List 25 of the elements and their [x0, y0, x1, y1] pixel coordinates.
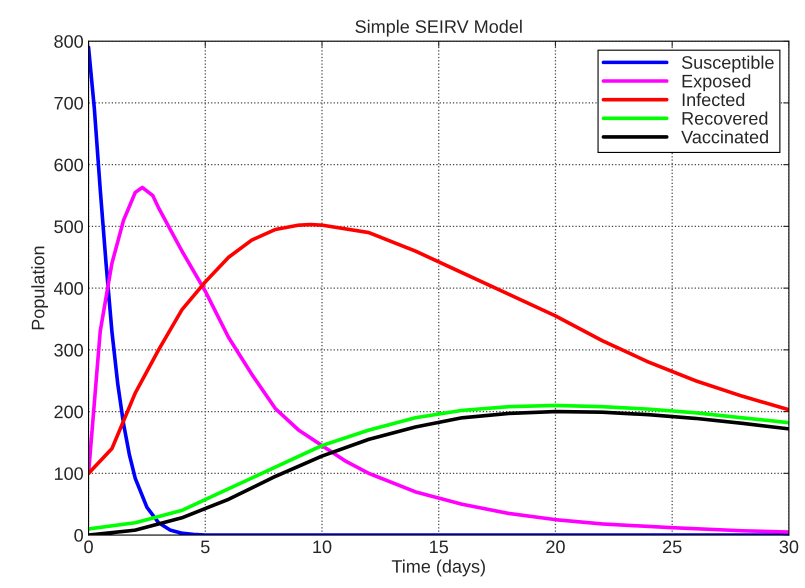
y-tick-label: 200 — [54, 406, 83, 418]
y-tick-label: 100 — [54, 467, 83, 480]
x-tick-label: 0 — [84, 540, 93, 554]
y-tick-label: 400 — [54, 282, 83, 295]
legend-label: Infected — [682, 92, 744, 106]
x-tick-label: 5 — [200, 540, 210, 554]
y-tick-label: 500 — [54, 220, 83, 234]
line-series — [88, 222, 789, 476]
x-axis-title: Time (days) — [392, 560, 485, 576]
legend-label: Exposed — [682, 74, 750, 92]
y-tick-label: 700 — [54, 96, 83, 110]
x-tick-label: 30 — [780, 540, 798, 554]
y-tick-label: 600 — [54, 158, 83, 172]
x-tick-label: 20 — [546, 540, 565, 554]
x-tick-label: 15 — [430, 540, 448, 554]
y-axis-title: Population — [31, 246, 48, 330]
legend-label: Recovered — [682, 112, 768, 125]
y-tick-label: 0 — [74, 529, 83, 542]
x-tick-label: 25 — [663, 540, 682, 554]
chart-title: Simple SEIRV Model — [355, 20, 522, 37]
y-tick-label: 300 — [54, 344, 83, 357]
legend-label: Vaccinated — [681, 130, 768, 144]
x-tick-label: 10 — [313, 540, 332, 554]
y-tick-label: 800 — [54, 35, 83, 48]
legend-label: Susceptible — [682, 56, 774, 72]
